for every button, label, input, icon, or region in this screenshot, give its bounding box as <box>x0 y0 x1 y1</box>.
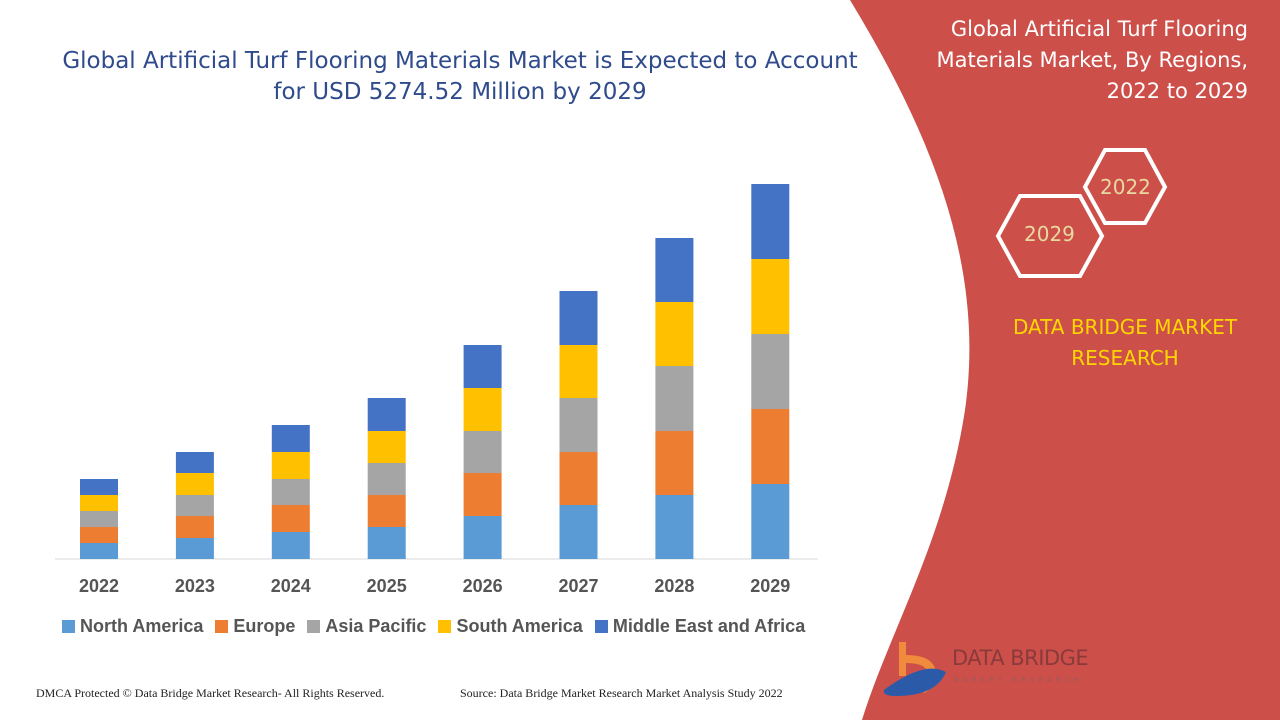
hex-label-2022: 2022 <box>1100 175 1151 199</box>
bar-segment-2029-south-america <box>751 259 790 334</box>
bar-segment-2027-middle-east-and-africa <box>559 291 598 345</box>
bar-segment-2022-middle-east-and-africa <box>80 479 118 495</box>
bar-segment-2028-middle-east-and-africa <box>655 238 694 302</box>
bar-segment-2022-europe <box>80 527 118 543</box>
bar-segment-2024-middle-east-and-africa <box>271 425 310 452</box>
x-tick-label: 2023 <box>175 576 215 596</box>
bar-segment-2025-middle-east-and-africa <box>367 398 406 431</box>
legend-label: North America <box>80 616 204 636</box>
bar-segment-2025-south-america <box>367 431 406 463</box>
x-tick-label: 2029 <box>750 576 790 596</box>
x-tick-label: 2026 <box>463 576 503 596</box>
bar-segment-2022-asia-pacific <box>80 511 118 527</box>
footer-source: Source: Data Bridge Market Research Mark… <box>460 686 783 700</box>
bar-segment-2024-europe <box>271 505 310 532</box>
bar-segment-2023-middle-east-and-africa <box>175 452 214 473</box>
side-panel <box>850 0 1280 720</box>
x-tick-label: 2028 <box>654 576 694 596</box>
bar-segment-2023-europe <box>175 516 214 538</box>
bar-segment-2022-south-america <box>80 495 118 511</box>
bar-segment-2022-north-america <box>80 543 118 559</box>
bar-segment-2026-middle-east-and-africa <box>463 345 502 388</box>
legend-swatch <box>307 620 321 633</box>
legend-label: Middle East and Africa <box>612 616 806 636</box>
x-tick-label: 2022 <box>79 576 119 596</box>
bar-segment-2028-south-america <box>655 302 694 366</box>
x-tick-label: 2027 <box>558 576 598 596</box>
bars <box>80 184 790 559</box>
bar-segment-2025-asia-pacific <box>367 463 406 495</box>
bar-segment-2023-asia-pacific <box>175 495 214 516</box>
bar-segment-2027-north-america <box>559 505 598 559</box>
bar-segment-2028-europe <box>655 431 694 495</box>
x-tick-labels: 2022 2023 2024 2025 2026 2027 2028 2029 <box>79 576 790 596</box>
legend-label: Asia Pacific <box>325 616 427 636</box>
bar-segment-2026-north-america <box>463 516 502 559</box>
bar-segment-2026-europe <box>463 473 502 516</box>
bar-segment-2026-asia-pacific <box>463 431 502 473</box>
brand-text: DATA BRIDGE MARKET RESEARCH <box>1012 315 1238 370</box>
legend-item-north-america: North America <box>62 616 203 637</box>
bar-segment-2024-south-america <box>271 452 310 479</box>
legend-swatch <box>438 620 452 633</box>
legend-item-asia-pacific: Asia Pacific <box>307 616 426 637</box>
bar-segment-2023-north-america <box>175 538 214 559</box>
bar-segment-2029-middle-east-and-africa <box>751 184 790 259</box>
bar-segment-2026-south-america <box>463 388 502 431</box>
x-tick-label: 2024 <box>271 576 311 596</box>
legend: North America Europe Asia Pacific South … <box>62 616 805 637</box>
bar-segment-2028-asia-pacific <box>655 366 694 431</box>
footer-copyright: DMCA Protected © Data Bridge Market Rese… <box>36 686 385 700</box>
bar-segment-2025-europe <box>367 495 406 527</box>
bar-segment-2025-north-america <box>367 527 406 559</box>
logo-name: DATA BRIDGE <box>952 646 1089 670</box>
bar-segment-2027-asia-pacific <box>559 398 598 452</box>
side-panel-title: Global Artificial Turf Flooring Material… <box>936 17 1248 103</box>
legend-label: South America <box>456 616 583 636</box>
legend-swatch <box>594 620 608 633</box>
legend-item-europe: Europe <box>215 616 295 637</box>
legend-swatch <box>215 620 229 633</box>
x-tick-label: 2025 <box>367 576 407 596</box>
bar-segment-2024-asia-pacific <box>271 479 310 505</box>
bar-segment-2029-north-america <box>751 484 790 559</box>
legend-swatch <box>62 620 75 633</box>
legend-item-mea: Middle East and Africa <box>594 616 806 637</box>
legend-label: Europe <box>233 616 296 636</box>
chart-title: Global Artificial Turf Flooring Material… <box>62 48 858 105</box>
hexagon-2022 <box>1082 148 1168 225</box>
bar-segment-2027-south-america <box>559 345 598 398</box>
legend-item-south-america: South America <box>438 616 583 637</box>
hex-label-2029: 2029 <box>1024 222 1075 246</box>
bar-segment-2023-south-america <box>175 473 214 495</box>
hexagon-2029 <box>995 194 1105 278</box>
bar-segment-2029-europe <box>751 409 790 484</box>
bar-segment-2029-asia-pacific <box>751 334 790 409</box>
bar-segment-2027-europe <box>559 452 598 505</box>
bar-segment-2024-north-america <box>271 532 310 559</box>
logo-tagline: MARKET RESEARCH <box>953 677 1083 684</box>
logo-icon <box>883 642 946 696</box>
bar-segment-2028-north-america <box>655 495 694 559</box>
